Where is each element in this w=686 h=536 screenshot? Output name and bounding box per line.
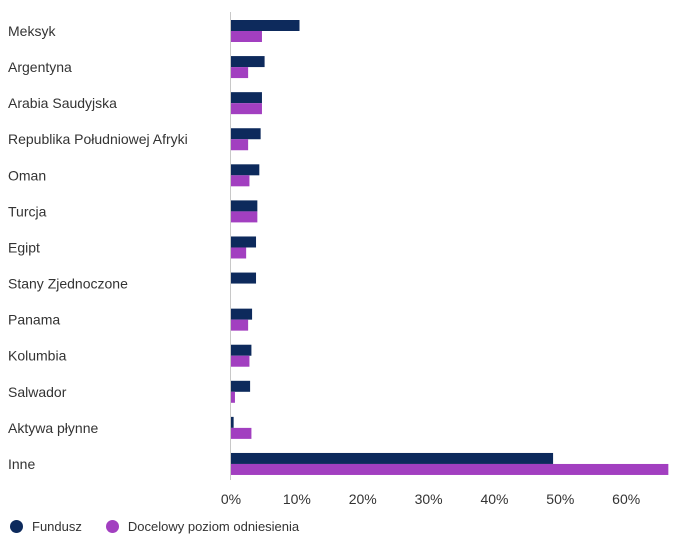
- category-label: Arabia Saudyjska: [8, 95, 117, 111]
- x-tick-label: 10%: [283, 491, 311, 507]
- category-label: Oman: [8, 167, 46, 183]
- legend-swatch-benchmark: [105, 519, 119, 533]
- bar-fund: [231, 236, 257, 248]
- category-label: Egipt: [8, 239, 40, 255]
- bar-benchmark: [231, 67, 249, 79]
- bar-fund: [231, 416, 234, 428]
- bar-fund: [231, 308, 253, 320]
- category-label: Panama: [8, 312, 60, 328]
- x-tick-label: 60%: [612, 491, 640, 507]
- category-labels: Meksyk Argentyna Arabia Saudyjska Republika…: [8, 23, 188, 472]
- x-tick-label: 50%: [546, 491, 574, 507]
- legend-item-benchmark: Docelowy poziom odniesienia: [105, 518, 300, 534]
- legend-label-benchmark: Docelowy poziom odniesienia: [127, 518, 300, 534]
- bar-benchmark: [231, 31, 262, 42]
- category-label: Argentyna: [8, 59, 72, 75]
- bar-fund: [231, 164, 260, 176]
- bar-benchmark: [231, 427, 252, 439]
- bar-benchmark: [231, 355, 250, 367]
- x-tick-labels: 0% 10% 20% 30% 40% 50% 60%: [221, 491, 640, 507]
- bar-fund: [231, 200, 258, 212]
- bar-fund: [231, 128, 261, 140]
- bar-fund: [231, 92, 262, 104]
- category-label: Republika Południowej Afryki: [8, 131, 188, 147]
- category-label: Stany Zjednoczone: [8, 276, 128, 292]
- bar-benchmark: [231, 319, 249, 331]
- category-label: Aktywa płynne: [8, 420, 98, 436]
- bars: [231, 20, 669, 475]
- x-tick-label: 20%: [349, 491, 377, 507]
- bar-fund: [231, 452, 554, 464]
- bar-benchmark: [231, 391, 235, 403]
- legend-item-fund: Fundusz: [10, 519, 82, 534]
- bar-benchmark: [231, 103, 262, 115]
- bar-fund: [231, 20, 300, 31]
- bar-benchmark: [231, 247, 247, 259]
- bar-chart: Meksyk Argentyna Arabia Saudyjska Republika…: [8, 12, 669, 507]
- category-label: Turcja: [8, 203, 47, 219]
- x-tick-label: 0%: [221, 491, 241, 507]
- bar-fund: [231, 380, 251, 392]
- bar-benchmark: [231, 463, 669, 475]
- x-tick-label: 30%: [415, 491, 443, 507]
- legend-swatch-fund: [10, 519, 23, 533]
- x-tick-label: 40%: [480, 491, 508, 507]
- category-label: Salwador: [8, 384, 67, 400]
- bar-fund: [231, 272, 257, 284]
- category-label: Meksyk: [8, 23, 56, 39]
- bar-fund: [231, 344, 252, 356]
- bar-fund: [231, 56, 265, 68]
- legend-label-fund: Fundusz: [32, 518, 82, 534]
- category-label: Kolumbia: [8, 348, 67, 364]
- bar-benchmark: [231, 139, 249, 151]
- legend: Fundusz Docelowy poziom odniesienia: [10, 516, 323, 536]
- bar-benchmark: [231, 211, 258, 223]
- category-label: Inne: [8, 456, 35, 472]
- bar-benchmark: [231, 175, 250, 187]
